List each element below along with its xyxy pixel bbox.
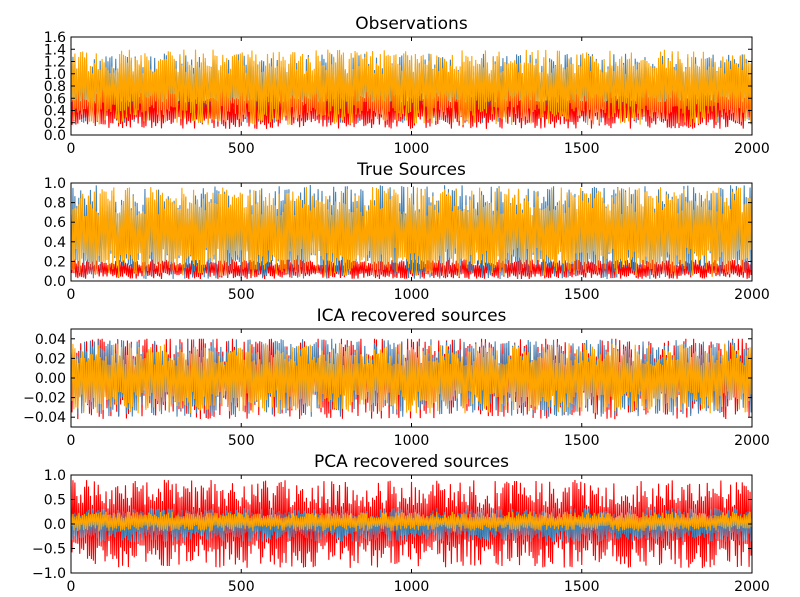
- y-tick-label: 0.2: [44, 116, 66, 132]
- x-tick-label: 500: [228, 579, 255, 595]
- y-tick-label: 0.4: [44, 235, 66, 251]
- chart-title: Observations: [355, 14, 468, 34]
- y-tick-label: 1.0: [44, 176, 66, 192]
- y-tick-label: 0.00: [35, 371, 66, 387]
- y-tick-label: −0.02: [23, 391, 66, 407]
- x-tick-label: 500: [228, 141, 255, 157]
- y-tick-label: −0.5: [32, 542, 66, 558]
- y-tick-label: 0.02: [35, 351, 66, 367]
- series-line-3: [71, 511, 752, 532]
- x-tick-label: 2000: [734, 287, 770, 303]
- x-tick-label: 1500: [564, 579, 600, 595]
- y-tick-label: 0.4: [44, 104, 66, 120]
- x-tick-label: 1500: [564, 141, 600, 157]
- y-tick-label: −0.04: [23, 410, 66, 426]
- y-tick-label: 1.0: [44, 468, 66, 484]
- x-tick-label: 1000: [394, 433, 430, 449]
- series-group: [71, 479, 752, 569]
- series-line-3: [71, 49, 752, 126]
- y-tick-label: 1.0: [44, 67, 66, 83]
- y-tick-label: 0.0: [44, 517, 66, 533]
- y-tick-label: 0.8: [44, 79, 66, 95]
- x-tick-label: 1500: [564, 287, 600, 303]
- x-tick-label: 1500: [564, 433, 600, 449]
- x-tick-label: 0: [67, 579, 76, 595]
- y-tick-label: 1.4: [44, 42, 66, 58]
- x-tick-label: 0: [67, 141, 76, 157]
- y-tick-label: 0.0: [44, 128, 66, 144]
- x-tick-label: 1000: [394, 579, 430, 595]
- x-tick-label: 0: [67, 433, 76, 449]
- y-tick-label: 0.6: [44, 215, 66, 231]
- x-tick-label: 0: [67, 287, 76, 303]
- y-tick-label: 0.04: [35, 332, 66, 348]
- y-tick-label: 1.6: [44, 30, 66, 46]
- x-tick-label: 2000: [734, 141, 770, 157]
- y-tick-label: 0.6: [44, 91, 66, 107]
- x-tick-label: 2000: [734, 433, 770, 449]
- series-group: [71, 184, 752, 280]
- x-tick-label: 2000: [734, 579, 770, 595]
- y-tick-label: 0.0: [44, 274, 66, 290]
- y-tick-label: −1.0: [32, 566, 66, 582]
- panel-4: 0 500 1000 1500 2000 −1.0 −0.5 0.0 0.5 1.0 PCA rec…: [32, 452, 770, 595]
- panel-2: 0 500 1000 1500 2000 0.0 0.2 0.4 0.6 0.8 1.0 True S…: [44, 160, 770, 303]
- panel-3: 0 500 1000 1500 2000 −0.04 −0.02 0.00 0.02 0.04 IC…: [23, 306, 770, 449]
- series-line-3: [71, 186, 752, 277]
- x-tick-label: 1000: [394, 287, 430, 303]
- series-group: [71, 49, 752, 129]
- chart-title: PCA recovered sources: [314, 452, 509, 472]
- chart-title: True Sources: [356, 160, 466, 180]
- y-tick-label: 0.5: [44, 493, 66, 509]
- y-tick-label: 1.2: [44, 55, 66, 71]
- x-tick-label: 500: [228, 287, 255, 303]
- x-tick-label: 1000: [394, 141, 430, 157]
- y-tick-label: 0.2: [44, 254, 66, 270]
- panel-1: 0 500 1000 1500 2000 0.00.20.40.60.81.01.21.4…: [44, 14, 770, 157]
- y-tick-label: 0.8: [44, 196, 66, 212]
- x-tick-label: 500: [228, 433, 255, 449]
- chart-title: ICA recovered sources: [317, 306, 507, 326]
- series-group: [71, 338, 752, 420]
- series-line-3: [71, 342, 752, 414]
